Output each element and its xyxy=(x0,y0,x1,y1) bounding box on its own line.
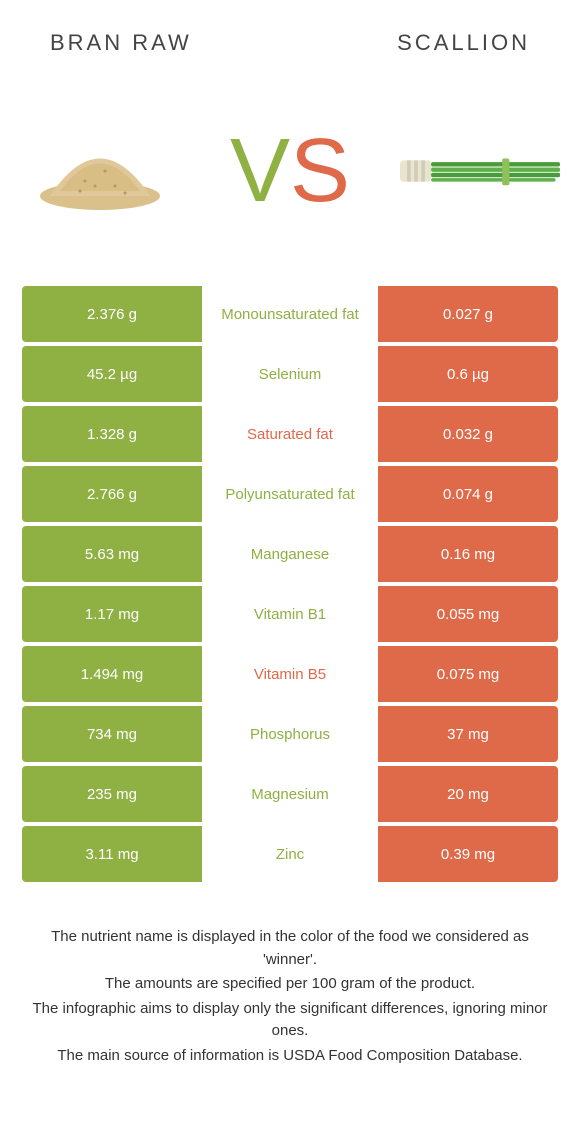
right-value: 0.6 µg xyxy=(378,346,558,402)
table-row: 2.766 gPolyunsaturated fat0.074 g xyxy=(22,466,558,522)
right-value: 0.16 mg xyxy=(378,526,558,582)
table-row: 1.494 mgVitamin B50.075 mg xyxy=(22,646,558,702)
right-value: 0.39 mg xyxy=(378,826,558,882)
right-value: 0.074 g xyxy=(378,466,558,522)
nutrient-name: Magnesium xyxy=(202,766,378,822)
left-value: 45.2 µg xyxy=(22,346,202,402)
nutrient-name: Vitamin B5 xyxy=(202,646,378,702)
food-title-left: BRAN RAW xyxy=(50,30,192,56)
table-row: 5.63 mgManganese0.16 mg xyxy=(22,526,558,582)
nutrient-name: Monounsaturated fat xyxy=(202,286,378,342)
footer-line-1: The nutrient name is displayed in the co… xyxy=(30,926,550,971)
food-image-right xyxy=(400,111,560,231)
footer-line-3: The infographic aims to display only the… xyxy=(30,998,550,1043)
table-row: 734 mgPhosphorus37 mg xyxy=(22,706,558,762)
nutrient-name: Vitamin B1 xyxy=(202,586,378,642)
left-value: 734 mg xyxy=(22,706,202,762)
right-value: 0.032 g xyxy=(378,406,558,462)
left-value: 2.376 g xyxy=(22,286,202,342)
vs-label: VS xyxy=(230,120,350,223)
table-row: 2.376 gMonounsaturated fat0.027 g xyxy=(22,286,558,342)
left-value: 235 mg xyxy=(22,766,202,822)
nutrient-name: Saturated fat xyxy=(202,406,378,462)
bran-icon xyxy=(35,131,165,211)
nutrient-name: Selenium xyxy=(202,346,378,402)
food-image-left xyxy=(20,111,180,231)
right-value: 0.027 g xyxy=(378,286,558,342)
comparison-table: 2.376 gMonounsaturated fat0.027 g45.2 µg… xyxy=(0,286,580,882)
left-value: 1.17 mg xyxy=(22,586,202,642)
table-row: 3.11 mgZinc0.39 mg xyxy=(22,826,558,882)
food-title-right: SCALLION xyxy=(397,30,530,56)
footer-line-2: The amounts are specified per 100 gram o… xyxy=(30,973,550,996)
nutrient-name: Manganese xyxy=(202,526,378,582)
table-row: 1.328 gSaturated fat0.032 g xyxy=(22,406,558,462)
right-value: 0.055 mg xyxy=(378,586,558,642)
table-row: 235 mgMagnesium20 mg xyxy=(22,766,558,822)
nutrient-name: Polyunsaturated fat xyxy=(202,466,378,522)
vs-v: V xyxy=(230,121,290,221)
header: BRAN RAW SCALLION xyxy=(0,0,580,66)
nutrient-name: Zinc xyxy=(202,826,378,882)
scallion-icon xyxy=(400,141,560,201)
footer-notes: The nutrient name is displayed in the co… xyxy=(0,886,580,1067)
left-value: 1.494 mg xyxy=(22,646,202,702)
vs-row: VS xyxy=(0,66,580,286)
left-value: 5.63 mg xyxy=(22,526,202,582)
right-value: 37 mg xyxy=(378,706,558,762)
right-value: 20 mg xyxy=(378,766,558,822)
left-value: 2.766 g xyxy=(22,466,202,522)
vs-s: S xyxy=(290,121,350,221)
left-value: 1.328 g xyxy=(22,406,202,462)
footer-line-4: The main source of information is USDA F… xyxy=(30,1045,550,1068)
nutrient-name: Phosphorus xyxy=(202,706,378,762)
left-value: 3.11 mg xyxy=(22,826,202,882)
right-value: 0.075 mg xyxy=(378,646,558,702)
table-row: 45.2 µgSelenium0.6 µg xyxy=(22,346,558,402)
table-row: 1.17 mgVitamin B10.055 mg xyxy=(22,586,558,642)
